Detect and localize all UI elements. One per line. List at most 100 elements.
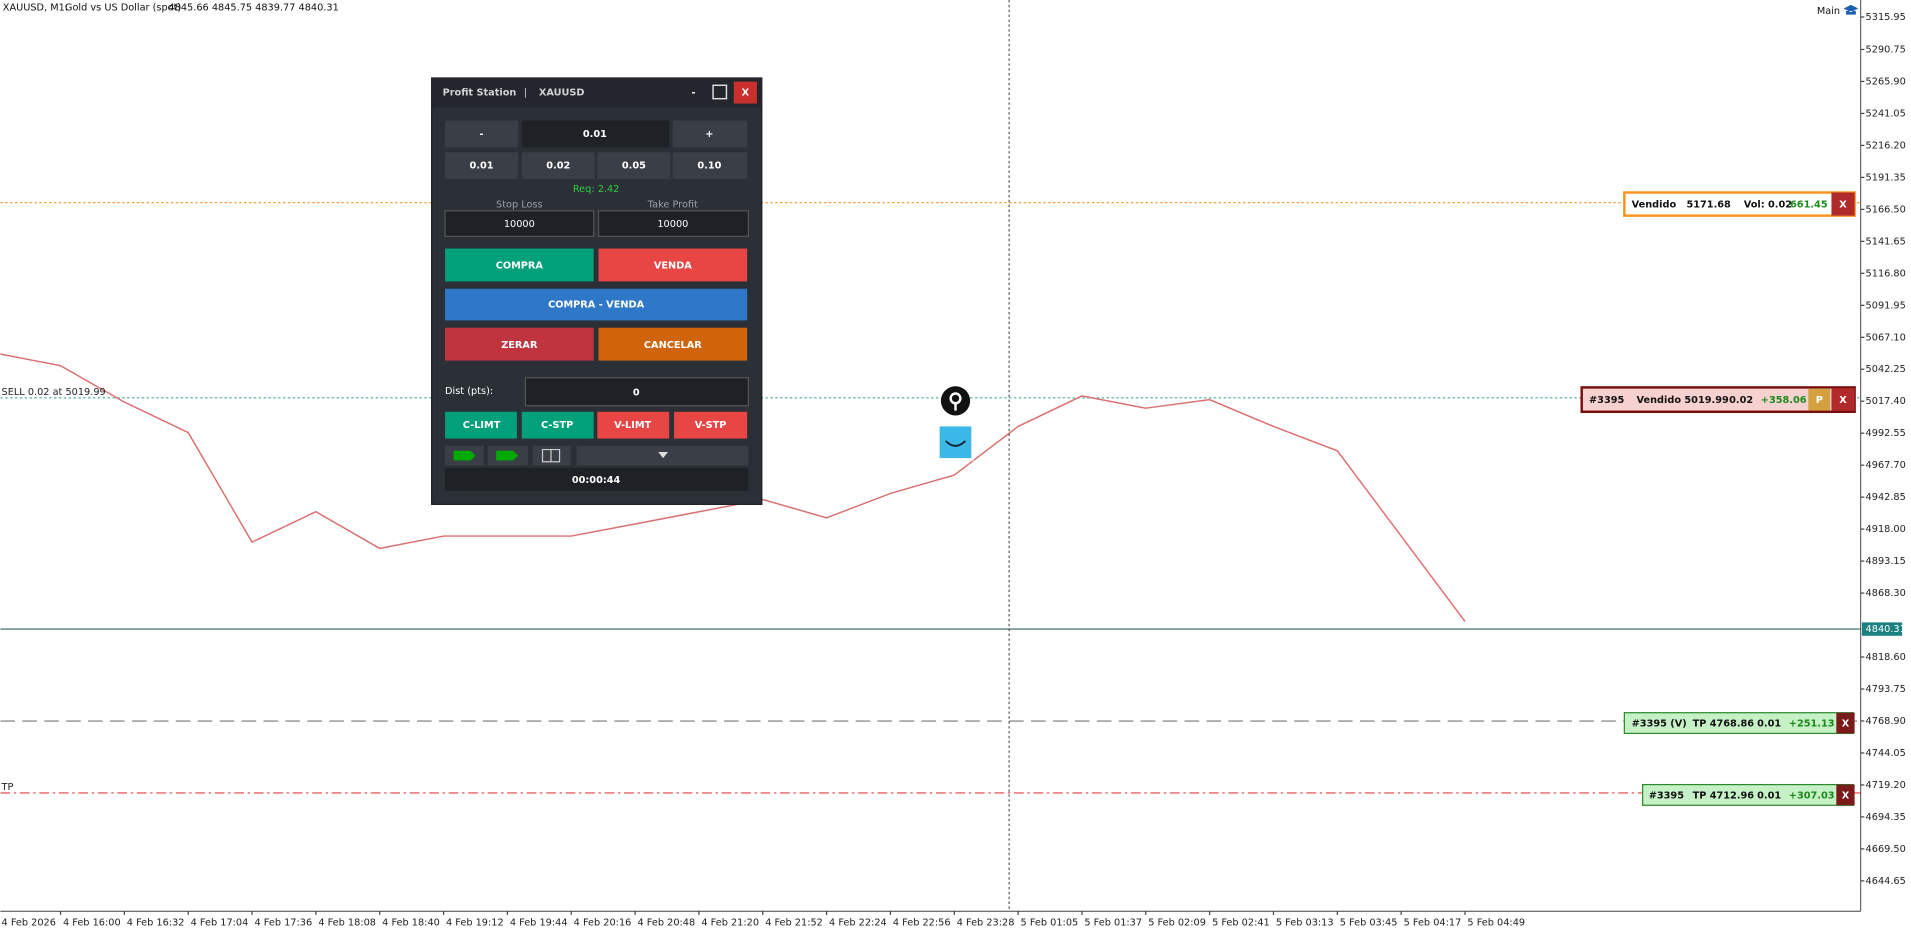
close-order[interactable]: [1836, 712, 1855, 734]
order-field: Vendido 5019.99: [1637, 395, 1729, 406]
panel-text: ZERAR: [501, 340, 538, 351]
y-tick-label: 4967.70: [1866, 460, 1906, 471]
order-close: X: [1842, 791, 1850, 802]
x-tick-label: 4 Feb 20:48: [638, 917, 696, 928]
order-field: Vendido: [1632, 200, 1677, 211]
order-close: X: [1842, 719, 1850, 730]
sell-line-label: SELL 0.02 at 5019.99: [2, 387, 106, 398]
order-close: X: [1839, 395, 1847, 406]
lot-input[interactable]: [521, 120, 670, 148]
panel-text: 0.10: [697, 161, 721, 172]
price-series: [0, 353, 1466, 622]
order-field: +358.06: [1761, 395, 1807, 406]
header-text: Gold vs US Dollar (spot): [65, 2, 181, 13]
panel-text: 0.01: [583, 129, 607, 140]
plot-area: [0, 202, 1861, 794]
y-tick-label: 5166.50: [1866, 204, 1906, 215]
panel-text: Profit Station: [443, 88, 517, 99]
y-tick-label: 4868.30: [1866, 588, 1906, 599]
preset-button[interactable]: [597, 152, 671, 180]
x-tick-label: 4 Feb 18:08: [318, 917, 376, 928]
order-field: #3395: [1649, 791, 1684, 802]
panel-text: CANCELAR: [644, 340, 702, 351]
panel-text: Take Profit: [647, 200, 698, 211]
panel-text: COMPRA - VENDA: [548, 300, 644, 311]
take-profit-input[interactable]: [597, 210, 749, 237]
x-tick-label: 4 Feb 2026: [2, 917, 56, 928]
preset-button[interactable]: [445, 152, 519, 180]
y-tick-label: 5091.95: [1866, 300, 1906, 311]
panel-text: 0: [633, 387, 640, 398]
profit-station-panel: Profit Station | XAUUSD - X - 0.01 +0.01 0.02 0.0…: [431, 77, 763, 505]
x-tick-label: 4 Feb 17:04: [191, 917, 249, 928]
y-tick-label: 4893.15: [1866, 556, 1906, 567]
y-tick-label: 4768.90: [1866, 716, 1906, 727]
panel-text: 0.02: [546, 161, 570, 172]
lot-plus-button[interactable]: [672, 120, 748, 148]
close-order[interactable]: [1831, 192, 1855, 216]
x-tick-label: 4 Feb 23:28: [957, 917, 1015, 928]
x-tick-label: 4 Feb 17:36: [254, 917, 312, 928]
stop-loss-input[interactable]: [444, 210, 595, 237]
panel-text: COMPRA: [496, 261, 544, 272]
order-field: #3395: [1589, 395, 1624, 406]
x-tick-label: 5 Feb 03:45: [1340, 917, 1398, 928]
x-tick-label: 4 Feb 18:40: [382, 917, 440, 928]
panel-text: C-STP: [541, 420, 573, 431]
partial-button[interactable]: [1808, 388, 1831, 411]
x-tick-label: 4 Feb 19:44: [510, 917, 568, 928]
sell-button[interactable]: [598, 248, 748, 282]
x-tick-label: 5 Feb 01:37: [1084, 917, 1142, 928]
x-tick-label: 4 Feb 16:32: [127, 917, 185, 928]
distance-input[interactable]: [524, 377, 749, 407]
panel-text: +: [705, 129, 713, 140]
tp-line-label: TP: [1, 782, 14, 793]
panel-text: Req: 2.42: [573, 184, 620, 195]
y-tick-label: 4719.20: [1866, 780, 1906, 791]
lot-minus-button[interactable]: [445, 120, 519, 148]
x-tick-label: 5 Feb 04:17: [1404, 917, 1462, 928]
y-tick-label: 4694.35: [1866, 812, 1906, 823]
pending-button[interactable]: [597, 411, 670, 439]
buy-button[interactable]: [445, 248, 594, 282]
pending-button[interactable]: [674, 411, 748, 439]
order-field: #3395 (V): [1632, 719, 1687, 730]
y-tick-label: 5265.90: [1866, 76, 1906, 87]
pending-button[interactable]: [445, 411, 517, 439]
y-tick-label: 4992.55: [1866, 428, 1906, 439]
panel-text: 10000: [657, 219, 688, 230]
x-tick-label: 5 Feb 02:41: [1212, 917, 1270, 928]
header-text: 4845.66 4845.75 4839.77 4840.31: [168, 2, 338, 13]
y-tick-label: 4669.50: [1866, 844, 1906, 855]
close-all-button[interactable]: [445, 327, 594, 361]
close-order[interactable]: [1836, 784, 1855, 806]
cancel-button[interactable]: [598, 327, 748, 361]
panel-text: Dist (pts):: [445, 386, 493, 397]
x-tick-label: 4 Feb 16:00: [63, 917, 121, 928]
y-tick-label: 5315.95: [1866, 12, 1906, 23]
y-tick-label: 4918.00: [1866, 524, 1906, 535]
y-tick-label: 4793.75: [1866, 684, 1906, 695]
close-button[interactable]: [733, 81, 757, 104]
x-tick-label: 4 Feb 22:56: [893, 917, 951, 928]
order-field: +251.13: [1789, 719, 1835, 730]
y-tick-label: 5141.65: [1866, 236, 1906, 247]
order-field: +307.03: [1789, 791, 1835, 802]
preset-button[interactable]: [672, 152, 748, 180]
x-tick-label: 5 Feb 02:09: [1148, 917, 1206, 928]
preset-button[interactable]: [521, 152, 595, 180]
y-tick-label: 5290.75: [1866, 44, 1906, 55]
buy-sell-button[interactable]: [445, 288, 748, 321]
panel-text: C-LIMT: [463, 420, 501, 431]
panel-text: V-STP: [695, 420, 727, 431]
close-order[interactable]: [1831, 388, 1855, 411]
panel-text: 10000: [504, 219, 535, 230]
panel-text: Stop Loss: [496, 200, 543, 211]
y-tick-label: 5116.80: [1866, 268, 1906, 279]
panel-text: 0.01: [470, 161, 494, 172]
timer-box: [445, 467, 749, 491]
pending-button[interactable]: [521, 411, 594, 439]
panel-text: X: [742, 88, 750, 99]
